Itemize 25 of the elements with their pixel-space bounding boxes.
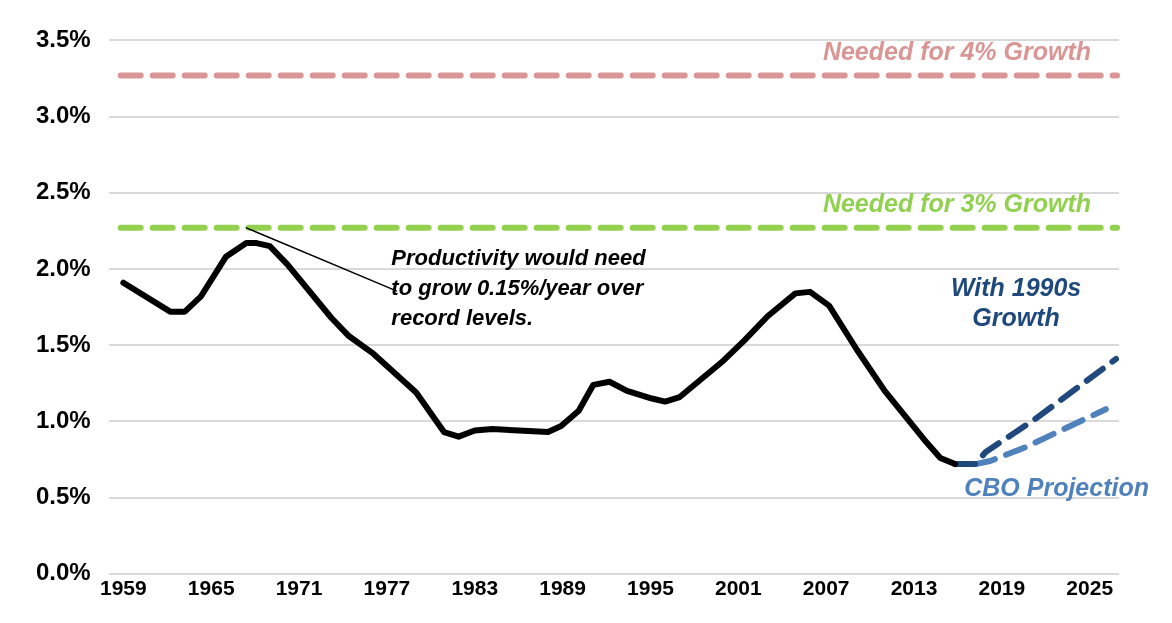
x-tick-label: 1983	[451, 576, 499, 600]
x-tick-label: 2001	[714, 576, 762, 600]
x-tick-label: 1989	[539, 576, 586, 600]
x-tick-label: 1995	[627, 576, 675, 600]
y-tick-label: 1.0%	[36, 406, 91, 434]
x-tick-label: 2007	[802, 576, 850, 600]
x-tick-label: 2025	[1066, 576, 1114, 600]
series-label: With 1990s Growth	[950, 272, 1082, 331]
x-tick-label: 1959	[99, 576, 147, 600]
series-label: CBO Projection	[964, 473, 1149, 502]
x-tick-label: 1965	[187, 576, 235, 600]
y-tick-label: 3.0%	[36, 101, 91, 129]
y-tick-label: 2.5%	[36, 177, 91, 205]
x-tick-label: 1971	[275, 576, 323, 600]
x-tick-label: 2013	[890, 576, 938, 600]
ref-line-label: Needed for 3% Growth	[822, 189, 1091, 218]
y-tick-label: 0.0%	[36, 558, 91, 586]
y-tick-label: 2.0%	[36, 253, 91, 281]
y-tick-label: 1.5%	[36, 329, 91, 357]
y-tick-label: 0.5%	[36, 482, 91, 510]
annotation: Productivity would need to grow 0.15%/year over record levels.	[391, 244, 647, 330]
x-tick-label: 2019	[978, 576, 1026, 600]
y-tick-label: 3.5%	[36, 25, 91, 53]
x-tick-label: 1977	[363, 576, 411, 600]
ref-line-label: Needed for 4% Growth	[822, 36, 1091, 65]
